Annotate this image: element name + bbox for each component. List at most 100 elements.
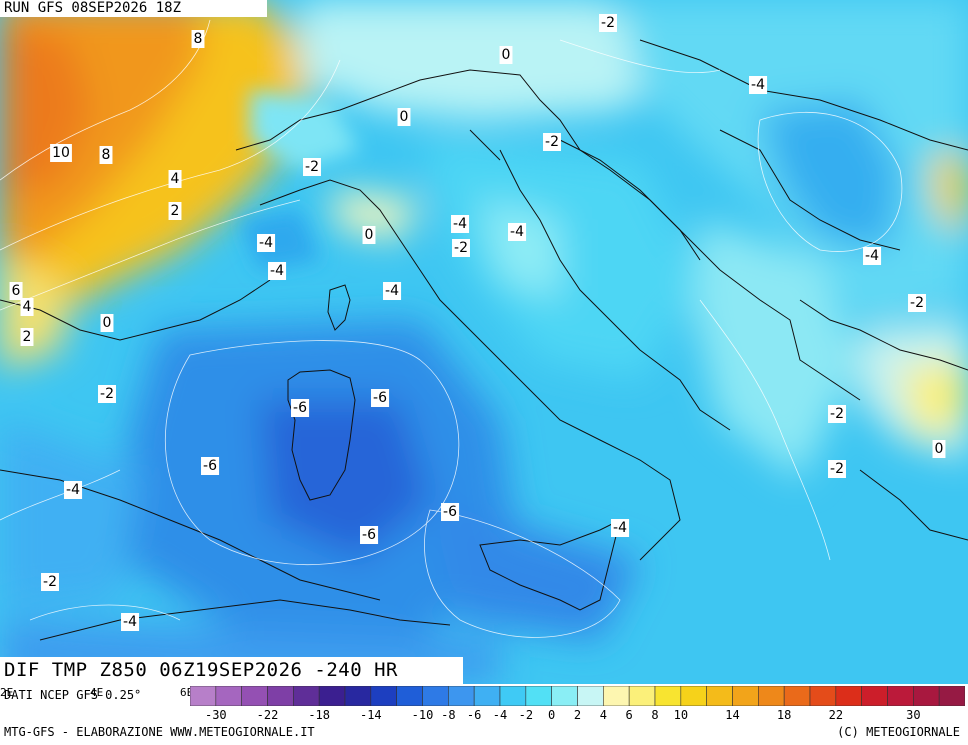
color-scale-swatch bbox=[680, 686, 707, 706]
contour-label: 8 bbox=[194, 31, 203, 47]
color-scale-tick-label: 6 bbox=[625, 708, 633, 722]
contour-label-box bbox=[828, 460, 846, 478]
color-scale-swatch bbox=[706, 686, 733, 706]
color-scale-swatch bbox=[525, 686, 552, 706]
contour-label: -2 bbox=[545, 134, 559, 150]
contour-label-box bbox=[9, 282, 23, 300]
contour-label: 0 bbox=[365, 227, 374, 243]
color-scale-swatch bbox=[654, 686, 682, 706]
color-scale-swatch bbox=[499, 686, 527, 706]
color-scale-swatch bbox=[190, 686, 217, 706]
contour-label: -4 bbox=[259, 235, 273, 251]
color-scale-tick-label: -8 bbox=[441, 708, 456, 722]
contour-label: 2 bbox=[171, 203, 180, 219]
color-scale-tick-label: -2 bbox=[518, 708, 534, 722]
color-scale-tick-label: -4 bbox=[492, 708, 508, 722]
contour-label-box bbox=[908, 294, 926, 312]
contour-label-box bbox=[201, 457, 220, 475]
contour-label: -2 bbox=[910, 295, 924, 311]
contour-label: -4 bbox=[865, 248, 879, 264]
color-scale-tick-label: -10 bbox=[411, 708, 434, 722]
color-scale-tick-label: -6 bbox=[466, 708, 482, 722]
contour-label: -6 bbox=[362, 527, 376, 543]
color-scale bbox=[190, 686, 965, 706]
color-scale-swatch bbox=[758, 686, 785, 706]
contour-label: 6 bbox=[12, 283, 21, 299]
contour-label-box bbox=[99, 146, 113, 164]
contour-label: -4 bbox=[66, 482, 80, 498]
contour-label-box bbox=[303, 158, 321, 176]
color-scale-swatch bbox=[293, 686, 320, 706]
color-scale-swatch bbox=[448, 686, 475, 706]
color-scale-tick-label: 22 bbox=[828, 708, 844, 722]
color-scale-swatch bbox=[913, 686, 940, 706]
contour-label-box bbox=[397, 108, 411, 126]
contour-label-box bbox=[452, 239, 470, 257]
contour-label-box bbox=[599, 14, 617, 32]
longitude-tick-2e: 2E bbox=[0, 686, 14, 699]
contour-label: -6 bbox=[373, 390, 387, 406]
data-source-label: DATI NCEP GFS 0.25° bbox=[4, 688, 142, 702]
color-scale-tick-label: 2 bbox=[573, 708, 582, 722]
color-scale-swatch bbox=[241, 686, 268, 706]
color-scale-swatch bbox=[835, 686, 862, 706]
contour-label-box bbox=[291, 399, 310, 417]
contour-label: -4 bbox=[123, 614, 137, 630]
contour-label-box bbox=[360, 526, 379, 544]
contour-label: 0 bbox=[103, 315, 112, 331]
contour-label-box bbox=[168, 170, 182, 188]
color-scale-swatch bbox=[473, 686, 501, 706]
contour-label: -6 bbox=[293, 400, 307, 416]
color-scale-swatch bbox=[344, 686, 372, 706]
contour-label-box bbox=[41, 573, 59, 591]
contour-label: 0 bbox=[502, 47, 511, 63]
contour-label: -2 bbox=[601, 15, 615, 31]
contour-label: 0 bbox=[935, 441, 944, 457]
color-scale-tick-label: 14 bbox=[725, 708, 740, 722]
color-scale-tick-label: -22 bbox=[256, 708, 279, 722]
map-title: DIF TMP Z850 06Z19SEP2026 -240 HR bbox=[0, 657, 463, 684]
temperature-field bbox=[0, 0, 968, 684]
longitude-tick-4e: 4E bbox=[90, 686, 104, 699]
color-scale-swatch bbox=[267, 686, 294, 706]
color-scale-swatch bbox=[396, 686, 423, 706]
contour-label: -6 bbox=[443, 504, 457, 520]
contour-label-box bbox=[50, 144, 72, 162]
contour-label-box bbox=[191, 30, 205, 48]
contour-label-box bbox=[863, 247, 882, 265]
contour-label-box bbox=[257, 234, 276, 252]
contour-label: 4 bbox=[23, 299, 32, 315]
color-scale-swatch bbox=[551, 686, 578, 706]
contour-label: -2 bbox=[100, 386, 114, 402]
color-scale-tick-label: 18 bbox=[776, 708, 792, 722]
color-scale-swatch bbox=[577, 686, 604, 706]
color-scale-swatch bbox=[370, 686, 397, 706]
contour-label-box bbox=[121, 613, 140, 631]
contour-label: 0 bbox=[400, 109, 409, 125]
contour-label-box bbox=[383, 282, 402, 300]
color-scale-tick-label: 10 bbox=[673, 708, 689, 722]
contour-label: -4 bbox=[751, 77, 765, 93]
contour-label-box bbox=[20, 328, 34, 346]
color-scale-tick-label: 0 bbox=[548, 708, 556, 722]
contour-label: 10 bbox=[52, 145, 70, 161]
color-scale-swatch bbox=[783, 686, 811, 706]
contour-label-box bbox=[543, 133, 561, 151]
contour-label-box bbox=[362, 226, 376, 244]
color-scale-tick-label: -18 bbox=[308, 708, 330, 722]
color-scale-swatch bbox=[318, 686, 346, 706]
contour-label: -2 bbox=[454, 240, 468, 256]
contour-label-box bbox=[451, 215, 470, 233]
credit-left: MTG-GFS - ELABORAZIONE WWW.METEOGIORNALE… bbox=[4, 725, 315, 739]
color-scale-swatch bbox=[422, 686, 449, 706]
color-scale-swatch bbox=[938, 686, 965, 706]
contour-label: -2 bbox=[830, 406, 844, 422]
color-scale-tick-label: 8 bbox=[651, 708, 659, 722]
contour-label: -4 bbox=[270, 263, 284, 279]
contour-label-box bbox=[20, 298, 34, 316]
contour-label-box bbox=[932, 440, 946, 458]
contour-label: -4 bbox=[510, 224, 524, 240]
color-scale-tick-label: 4 bbox=[599, 708, 607, 722]
contour-label-box bbox=[100, 314, 114, 332]
